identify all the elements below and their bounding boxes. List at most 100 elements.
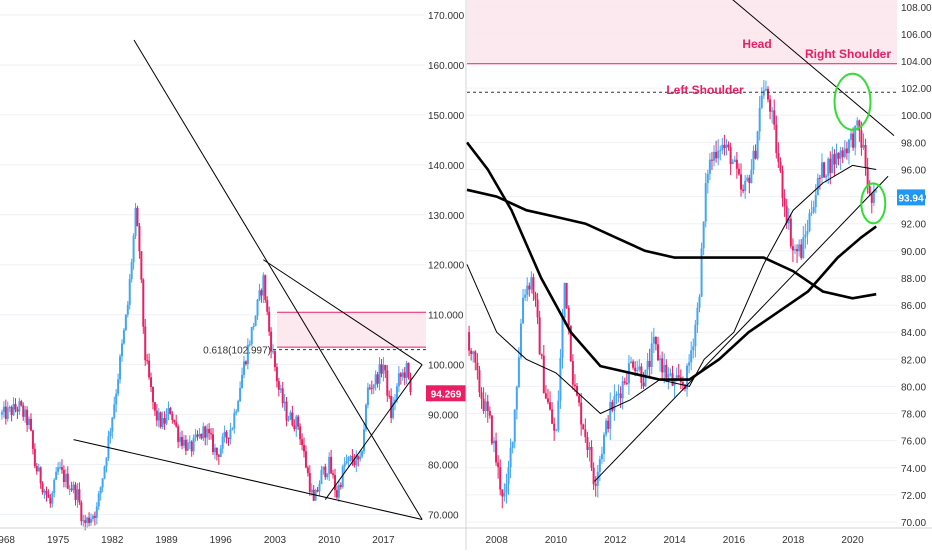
y-axis-tick-label: 80.00 — [901, 382, 926, 393]
candle-body — [281, 388, 284, 404]
candle-body — [200, 433, 203, 439]
candle-body — [571, 361, 574, 385]
candle-body — [704, 183, 707, 222]
candle-body — [615, 394, 618, 397]
candle-body — [328, 456, 331, 474]
candle-body — [823, 162, 826, 178]
candle-body — [167, 408, 170, 414]
candle-body — [515, 386, 518, 410]
y-axis-tick-label: 150.000 — [428, 111, 465, 122]
candle-body — [55, 471, 58, 480]
candle-body — [837, 152, 840, 159]
candle-body — [70, 488, 73, 491]
candle-body — [124, 314, 127, 331]
trend-line[interactable] — [594, 175, 889, 482]
candle-body — [227, 437, 230, 440]
candle-body — [0, 412, 3, 415]
candle-body — [289, 412, 292, 420]
candle-body — [268, 311, 271, 332]
candle-body — [742, 189, 745, 192]
candle-body — [399, 373, 402, 377]
candle-body — [638, 366, 641, 370]
candle-body — [810, 212, 813, 214]
candle-body — [854, 125, 857, 148]
candle-body — [409, 377, 412, 392]
candle-body — [586, 437, 589, 450]
candle-body — [767, 88, 769, 100]
candle-body — [540, 354, 543, 356]
candle-body — [783, 198, 786, 207]
candle-body — [192, 437, 195, 452]
candle-body — [95, 506, 98, 518]
candle-body — [524, 294, 527, 298]
candle-body — [825, 175, 828, 178]
candle-body — [285, 401, 288, 421]
candle-body — [777, 153, 780, 162]
candle-body — [316, 489, 319, 492]
candle-body — [91, 515, 94, 519]
candle-body — [266, 300, 269, 312]
candle-body — [12, 403, 15, 416]
moving-average-line — [465, 141, 877, 381]
candle-body — [254, 315, 257, 327]
candle-body — [219, 448, 222, 457]
candle-body — [665, 364, 668, 378]
candle-body — [146, 360, 149, 362]
candle-body — [78, 489, 81, 503]
candle-body — [347, 457, 350, 462]
candle-body — [499, 467, 502, 490]
candle-body — [386, 370, 389, 396]
trend-line[interactable] — [612, 0, 895, 136]
candle-body — [173, 419, 176, 423]
candle-body — [388, 395, 391, 397]
candle-body — [363, 429, 366, 452]
y-axis-tick-label: 130.000 — [428, 211, 465, 222]
candle-body — [621, 381, 624, 399]
candle-body — [326, 473, 329, 478]
candle-body — [744, 180, 747, 192]
y-axis-tick-label: 92.00 — [901, 220, 926, 231]
candle-body — [57, 467, 60, 472]
y-axis-tick-label: 96.00 — [901, 165, 926, 176]
candle-body — [850, 133, 853, 140]
candle-body — [301, 439, 304, 445]
candle-body — [546, 398, 549, 403]
candle-body — [140, 251, 143, 280]
candle-body — [256, 299, 259, 316]
candle-body — [847, 139, 850, 154]
candle-body — [694, 324, 697, 347]
candle-body — [318, 484, 321, 492]
candle-body — [773, 110, 776, 125]
trend-line[interactable] — [324, 364, 423, 500]
candle-body — [225, 431, 228, 438]
highlight-circle — [833, 72, 872, 131]
candle-body — [659, 358, 662, 361]
trend-line[interactable] — [73, 439, 423, 520]
trend-line[interactable] — [133, 39, 423, 520]
candle-body — [208, 428, 211, 434]
y-axis-tick-label: 160.000 — [428, 61, 465, 72]
candle-body — [634, 367, 637, 372]
candle-body — [86, 517, 89, 523]
candle-body — [526, 285, 529, 295]
candle-body — [233, 413, 236, 429]
candle-body — [368, 387, 371, 389]
y-axis-tick-label: 100.000 — [428, 361, 465, 372]
candle-body — [872, 190, 875, 203]
y-axis-tick-label: 100.00 — [901, 111, 932, 122]
candle-body — [64, 473, 67, 482]
candle-body — [175, 422, 178, 427]
x-axis-tick-label: 1975 — [47, 535, 70, 546]
candle-body — [569, 325, 572, 362]
candle-body — [394, 399, 397, 403]
y-axis-tick-label: 86.00 — [901, 301, 926, 312]
y-axis-tick-label: 80.000 — [428, 461, 459, 472]
trend-line[interactable] — [263, 259, 423, 366]
candle-body — [119, 356, 122, 380]
candle-body — [511, 441, 514, 448]
y-axis-tick-label: 120.000 — [428, 261, 465, 272]
candle-body — [306, 467, 309, 473]
candle-body — [600, 453, 603, 460]
candle-body — [669, 373, 672, 375]
candle-body — [492, 440, 495, 444]
